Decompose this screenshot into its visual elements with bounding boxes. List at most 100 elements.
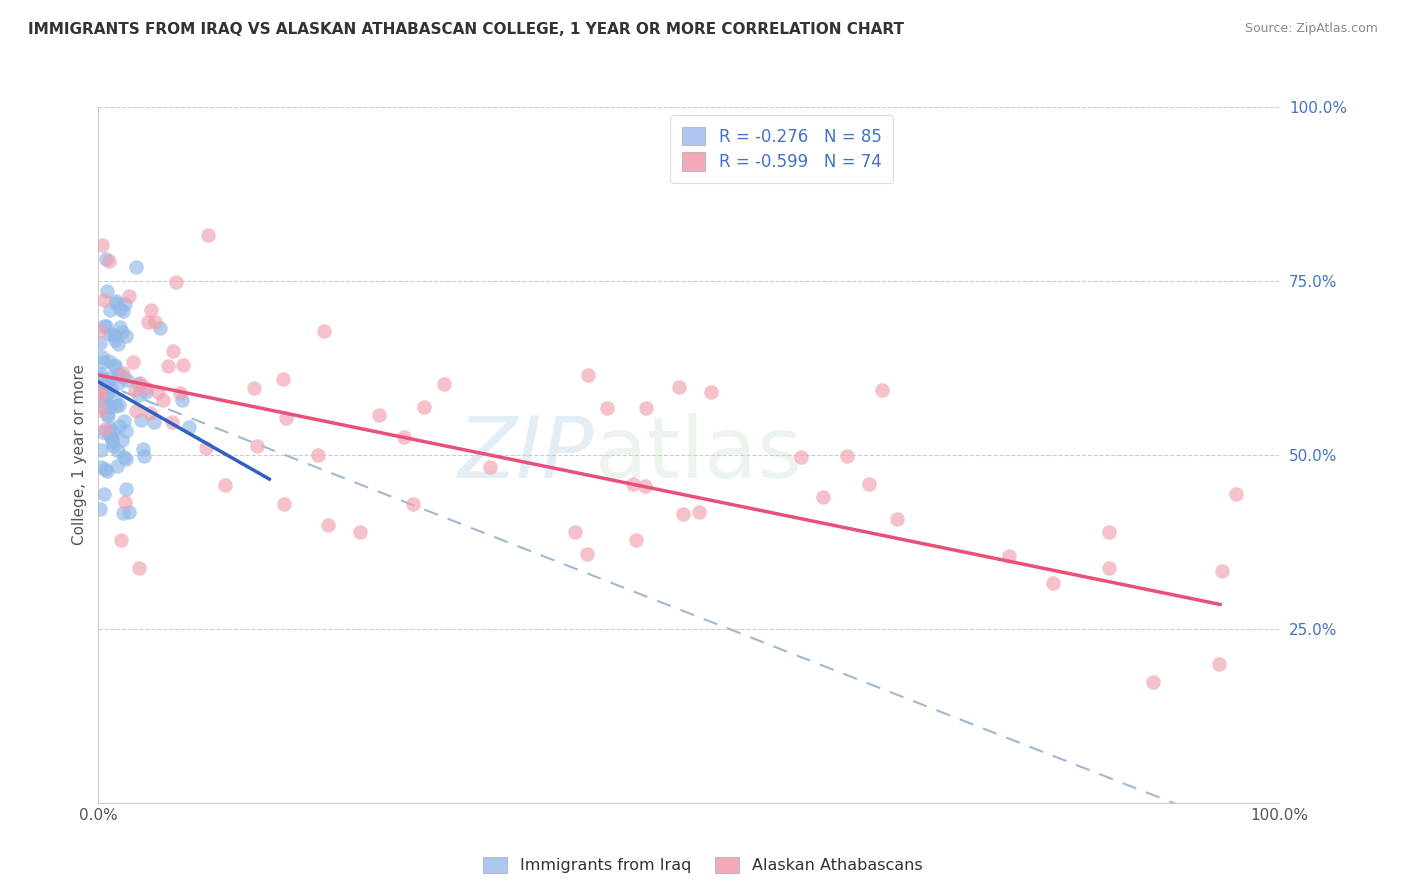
Point — [90, 238, 112, 252]
Point — [135, 385, 157, 400]
Point — [103, 328, 125, 343]
Point — [93, 382, 115, 396]
Point — [139, 303, 162, 318]
Point — [314, 324, 336, 338]
Point — [107, 444, 129, 458]
Point — [111, 303, 134, 318]
Point — [858, 477, 880, 491]
Point — [143, 315, 166, 329]
Point — [271, 372, 294, 386]
Point — [1211, 564, 1233, 578]
Point — [103, 358, 125, 372]
Point — [128, 388, 150, 402]
Point — [91, 350, 114, 364]
Point — [870, 383, 893, 397]
Point — [128, 561, 150, 575]
Point — [98, 254, 121, 268]
Point — [564, 524, 586, 539]
Point — [813, 491, 835, 505]
Point — [1098, 524, 1121, 539]
Point — [108, 302, 131, 317]
Point — [93, 462, 115, 476]
Point — [110, 533, 132, 547]
Point — [138, 315, 160, 329]
Point — [165, 276, 187, 290]
Point — [89, 388, 111, 402]
Point — [114, 482, 136, 496]
Point — [96, 407, 118, 421]
Point — [621, 476, 644, 491]
Point — [108, 319, 131, 334]
Legend: R = -0.276   N = 85, R = -0.599   N = 74: R = -0.276 N = 85, R = -0.599 N = 74 — [671, 115, 893, 183]
Point — [149, 321, 172, 335]
Point — [142, 415, 165, 429]
Point — [107, 376, 129, 391]
Point — [93, 422, 115, 436]
Point — [98, 428, 121, 442]
Point — [93, 487, 115, 501]
Point — [172, 392, 194, 407]
Point — [98, 326, 121, 341]
Point — [118, 505, 141, 519]
Point — [575, 547, 598, 561]
Point — [105, 296, 128, 310]
Point — [112, 414, 135, 428]
Point — [1225, 487, 1247, 501]
Point — [108, 367, 131, 381]
Point — [688, 505, 710, 519]
Point — [118, 289, 141, 303]
Point — [138, 406, 160, 420]
Point — [122, 354, 145, 368]
Point — [1208, 657, 1230, 671]
Point — [111, 370, 134, 384]
Point — [98, 302, 121, 317]
Point — [108, 368, 131, 382]
Point — [596, 401, 619, 416]
Point — [104, 393, 127, 408]
Point — [169, 386, 191, 401]
Point — [89, 384, 111, 399]
Point — [104, 399, 127, 413]
Point — [101, 439, 124, 453]
Point — [148, 385, 170, 400]
Point — [112, 506, 135, 520]
Point — [1042, 576, 1064, 591]
Point — [111, 325, 134, 339]
Text: atlas: atlas — [595, 413, 803, 497]
Point — [91, 393, 114, 408]
Point — [114, 452, 136, 467]
Point — [89, 336, 111, 351]
Point — [98, 427, 121, 442]
Point — [94, 319, 117, 334]
Point — [402, 498, 425, 512]
Point — [96, 387, 118, 401]
Point — [886, 512, 908, 526]
Point — [177, 420, 200, 434]
Point — [100, 371, 122, 385]
Point — [368, 408, 391, 422]
Point — [700, 385, 723, 400]
Point — [634, 401, 657, 415]
Point — [100, 421, 122, 435]
Point — [91, 425, 114, 439]
Point — [89, 324, 111, 338]
Text: ZIP: ZIP — [458, 413, 595, 497]
Point — [93, 293, 115, 307]
Point — [114, 329, 136, 343]
Point — [172, 358, 194, 372]
Point — [104, 293, 127, 308]
Point — [112, 450, 135, 465]
Point — [479, 460, 502, 475]
Point — [998, 549, 1021, 563]
Point — [837, 449, 859, 463]
Y-axis label: College, 1 year or more: College, 1 year or more — [72, 365, 87, 545]
Point — [115, 373, 138, 387]
Point — [107, 398, 129, 412]
Point — [103, 327, 125, 342]
Point — [413, 400, 436, 414]
Point — [392, 430, 415, 444]
Point — [94, 387, 117, 401]
Point — [103, 424, 125, 438]
Point — [576, 368, 599, 382]
Point — [1142, 675, 1164, 690]
